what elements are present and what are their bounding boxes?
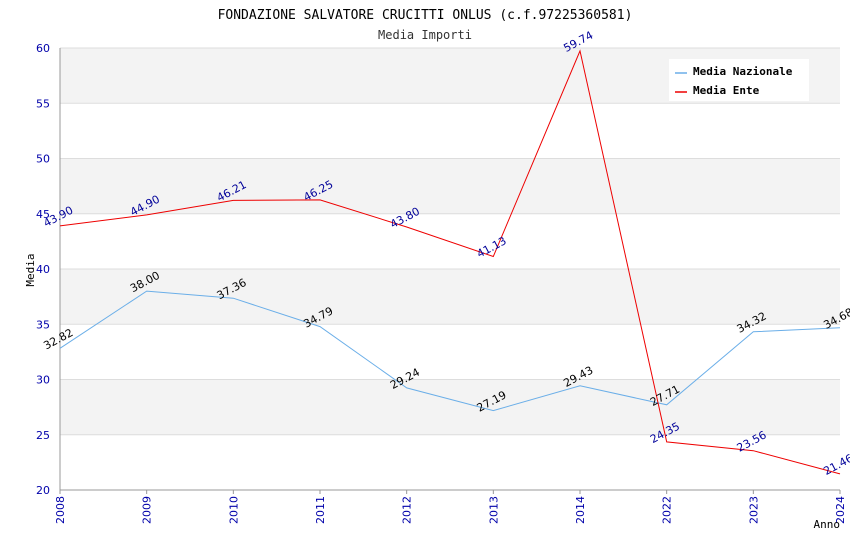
- y-tick-label: 20: [36, 484, 50, 497]
- series-line-media-nazionale: [59, 290, 841, 412]
- plot-band: [60, 324, 840, 380]
- x-tick-label: 2011: [314, 496, 327, 524]
- x-tick-label: 2023: [747, 496, 760, 524]
- x-tick-label: 2022: [661, 496, 674, 524]
- plot-band: [60, 434, 840, 490]
- y-tick-labels: 20 25 30 35 40 45 50 55 60: [36, 42, 50, 497]
- legend-label-ente: Media Ente: [693, 84, 760, 97]
- y-tick-label: 60: [36, 42, 50, 55]
- x-tick-label: 2024: [834, 496, 847, 524]
- y-tick-label: 25: [36, 429, 50, 442]
- plot-band: [60, 103, 840, 159]
- series-lines: [59, 49, 841, 475]
- x-tick-label: 2009: [141, 496, 154, 524]
- series-line-media-ente: [59, 49, 841, 475]
- x-tick-label: 2008: [54, 496, 67, 524]
- y-tick-label: 45: [36, 208, 50, 221]
- plot-band: [60, 269, 840, 325]
- legend-box: [669, 59, 809, 101]
- chart-subtitle: Media Importi: [378, 28, 472, 42]
- plot-band: [60, 158, 840, 214]
- plot-band: [60, 379, 840, 435]
- x-tick-label: 2013: [487, 496, 500, 524]
- y-tick-label: 40: [36, 263, 50, 276]
- y-tick-label: 55: [36, 97, 50, 110]
- x-tick-label: 2012: [401, 496, 414, 524]
- y-tick-label: 50: [36, 153, 50, 166]
- chart-title: FONDAZIONE SALVATORE CRUCITTI ONLUS (c.f…: [218, 8, 633, 23]
- x-tick-labels: 2008 2009 2010 2011 2012 2013 2014 2022 2023 2024: [54, 490, 847, 524]
- legend: Media Nazionale Media Ente: [669, 59, 809, 101]
- y-tick-label: 30: [36, 374, 50, 387]
- x-axis-label: Anno: [814, 518, 841, 531]
- x-tick-label: 2010: [227, 496, 240, 524]
- y-axis-label: Media: [24, 253, 37, 286]
- x-tick-label: 2014: [574, 496, 587, 524]
- legend-label-nazionale: Media Nazionale: [693, 65, 793, 78]
- axes: [59, 48, 840, 491]
- y-tick-label: 35: [36, 318, 50, 331]
